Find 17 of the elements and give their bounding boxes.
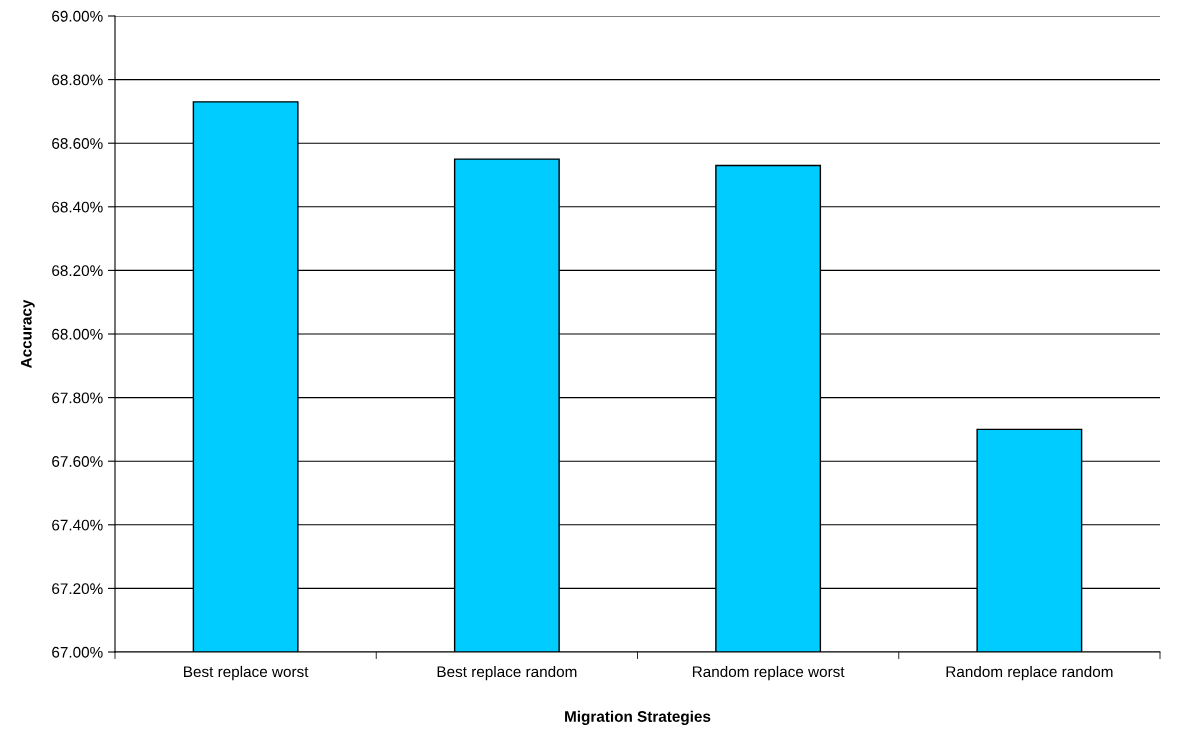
- y-tick-label: 68.80%: [52, 74, 103, 86]
- y-axis-title: Accuracy: [21, 299, 35, 369]
- x-axis-title: Migration Strategies: [565, 710, 711, 725]
- y-tick-label: 67.00%: [52, 646, 103, 658]
- x-tick-label: Random replace worst: [692, 665, 845, 681]
- y-tick-label: 67.80%: [52, 392, 103, 404]
- y-tick-label: 68.20%: [52, 265, 103, 277]
- y-tick-label: 67.40%: [52, 519, 103, 531]
- y-tick-label: 68.40%: [52, 201, 103, 213]
- y-tick-label: 68.00%: [52, 328, 103, 340]
- y-tick-label: 67.60%: [52, 456, 103, 467]
- x-tick-label: Random replace random: [946, 665, 1113, 681]
- y-tick-label: 69.00%: [52, 10, 103, 22]
- y-tick-label: 67.20%: [52, 583, 103, 595]
- y-tick-label: 68.60%: [52, 138, 103, 149]
- x-tick-label: Best replace random: [437, 665, 577, 681]
- x-tick-label: Best replace worst: [184, 665, 309, 681]
